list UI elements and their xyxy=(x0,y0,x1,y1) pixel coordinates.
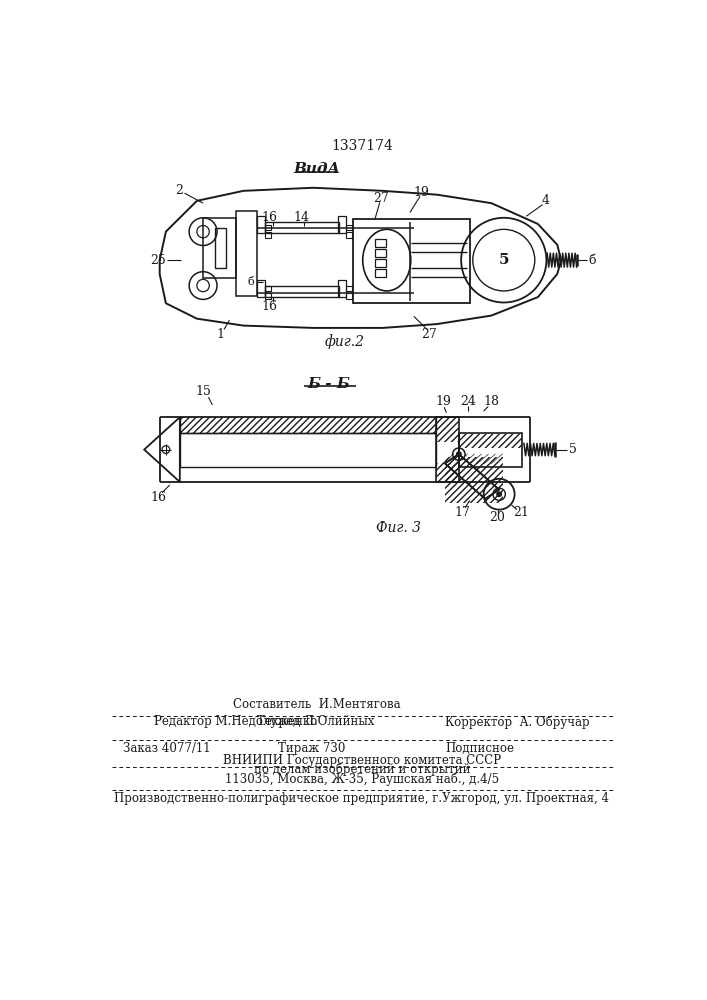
Text: 5: 5 xyxy=(569,443,577,456)
Bar xyxy=(203,218,235,278)
Circle shape xyxy=(457,452,461,456)
Bar xyxy=(257,216,265,233)
Text: Составитель  И.Ментягова: Составитель И.Ментягова xyxy=(233,698,401,711)
Bar xyxy=(265,225,271,230)
Bar xyxy=(354,219,469,303)
Bar xyxy=(265,286,271,291)
Text: 4: 4 xyxy=(542,194,549,207)
Text: Техред Л.Олийных: Техред Л.Олийных xyxy=(257,715,375,728)
Text: 27: 27 xyxy=(421,328,437,341)
Text: 2: 2 xyxy=(175,184,183,197)
Bar xyxy=(375,269,386,277)
Text: 15: 15 xyxy=(195,385,211,398)
Text: 25: 25 xyxy=(151,254,166,267)
Bar xyxy=(436,417,459,482)
Text: ВНИИПИ Государственного комитета СССР: ВНИИПИ Государственного комитета СССР xyxy=(223,754,501,767)
Circle shape xyxy=(497,492,501,497)
Text: 16: 16 xyxy=(262,300,278,313)
Bar xyxy=(375,259,386,267)
Text: по делам изобретений и открытий: по делам изобретений и открытий xyxy=(254,763,470,776)
Text: 5: 5 xyxy=(498,253,509,267)
Text: фиг.2: фиг.2 xyxy=(324,334,364,349)
Bar xyxy=(346,232,352,238)
Bar xyxy=(346,225,352,230)
Text: б: б xyxy=(247,277,255,287)
Text: 1337174: 1337174 xyxy=(331,139,393,153)
Bar xyxy=(180,433,436,466)
Text: 16: 16 xyxy=(262,211,278,224)
Text: 16: 16 xyxy=(150,491,166,504)
Text: Б - Б: Б - Б xyxy=(307,377,350,391)
Text: Корректор  А. Обручар: Корректор А. Обручар xyxy=(445,715,590,729)
Text: б: б xyxy=(588,254,596,267)
Bar xyxy=(346,293,352,299)
Text: Тираж 730: Тираж 730 xyxy=(279,742,346,755)
Bar xyxy=(459,434,522,448)
Bar xyxy=(265,232,271,238)
Text: Производственно-полиграфическое предприятие, г.Ужгород, ул. Проектная, 4: Производственно-полиграфическое предприя… xyxy=(115,792,609,805)
Text: ВидА: ВидА xyxy=(293,162,341,176)
Bar xyxy=(459,433,522,466)
Bar xyxy=(265,222,339,233)
Text: 14: 14 xyxy=(293,211,310,224)
Text: 20: 20 xyxy=(490,511,506,524)
Text: 27: 27 xyxy=(373,192,389,205)
Bar xyxy=(445,457,503,503)
Text: 18: 18 xyxy=(484,395,499,408)
Text: 113035, Москва, Ж-35, Раушская наб., д.4/5: 113035, Москва, Ж-35, Раушская наб., д.4… xyxy=(225,772,499,786)
Text: 19: 19 xyxy=(414,186,430,199)
Text: 21: 21 xyxy=(513,506,529,519)
Text: 1: 1 xyxy=(216,328,224,341)
Bar xyxy=(436,463,459,482)
Bar xyxy=(375,239,386,247)
Bar xyxy=(265,286,339,297)
Text: 24: 24 xyxy=(460,395,476,408)
Bar xyxy=(338,280,346,297)
Text: Редактор М.Недолуженко: Редактор М.Недолуженко xyxy=(154,715,317,728)
Bar xyxy=(346,286,352,291)
Bar xyxy=(180,417,436,433)
Bar xyxy=(257,280,265,297)
Bar xyxy=(215,228,226,268)
Text: 17: 17 xyxy=(454,506,470,519)
Text: Фиг. 3: Фиг. 3 xyxy=(376,521,421,535)
Bar xyxy=(338,216,346,233)
Text: Подписное: Подписное xyxy=(445,742,514,755)
Bar xyxy=(265,293,271,299)
Bar xyxy=(436,417,459,442)
Text: Заказ 4077/11: Заказ 4077/11 xyxy=(123,742,211,755)
Bar xyxy=(375,249,386,257)
Bar xyxy=(235,211,257,296)
Text: 19: 19 xyxy=(436,395,451,408)
